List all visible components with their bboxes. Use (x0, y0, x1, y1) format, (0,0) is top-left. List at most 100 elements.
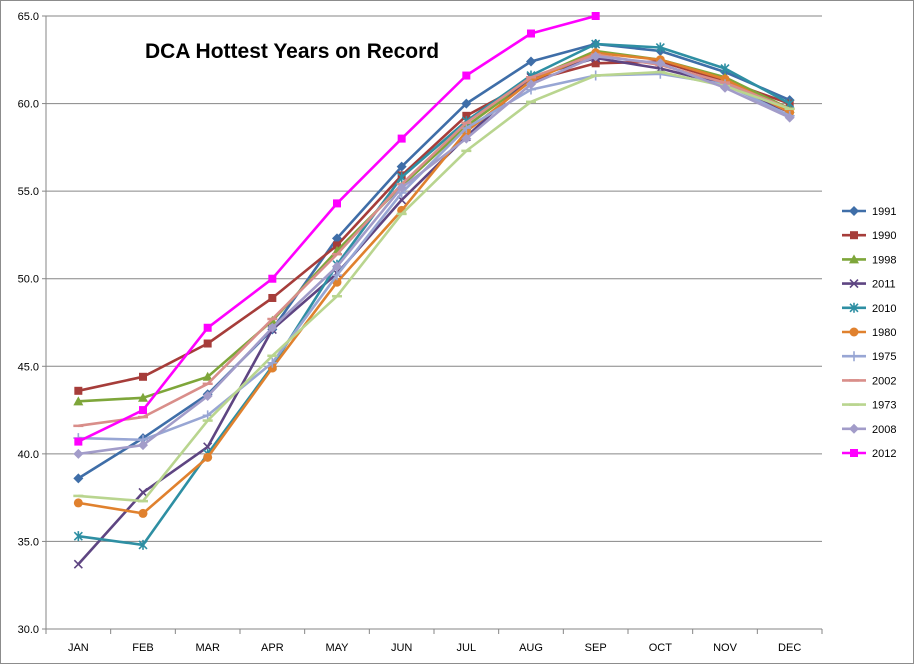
series-line-2010 (78, 42, 791, 547)
axes: 30.0 35.0 40.0 45.0 50.0 55.0 60.0 65.0 JAN FEB MA… (18, 11, 823, 654)
series-2008 (73, 51, 795, 459)
data-point-2012 (397, 134, 406, 143)
series-1973 (73, 70, 795, 503)
data-point-1998 (138, 392, 148, 402)
data-point-2008 (526, 79, 536, 90)
data-point-1991 (526, 56, 536, 67)
legend-item-1991: 1991 (842, 206, 896, 218)
data-point-2008 (267, 322, 278, 333)
data-point-1990 (268, 293, 277, 302)
series-line-1980 (78, 51, 791, 515)
data-point-1975 (461, 123, 472, 134)
x-tick-label: DEC (778, 642, 801, 654)
data-point-2010 (591, 39, 601, 50)
data-point-2012 (268, 274, 277, 283)
legend-label: 1973 (872, 400, 896, 412)
data-point-2011 (73, 559, 83, 569)
legend-item-2011: 2011 (842, 279, 896, 291)
data-point-2008 (73, 448, 84, 459)
data-point-2008 (461, 133, 472, 144)
legend-label: 2008 (872, 424, 896, 436)
legend-label: 2002 (872, 375, 896, 387)
x-tick-label: SEP (585, 642, 607, 654)
x-tick-label: MAY (325, 642, 349, 654)
data-point-2011 (138, 487, 148, 497)
chart-title: DCA Hottest Years on Record (145, 40, 439, 63)
legend-marker (850, 449, 858, 457)
data-point-1980 (138, 508, 148, 518)
data-point-1990 (203, 339, 212, 348)
x-tick-label: FEB (132, 642, 153, 654)
data-point-2008 (202, 391, 213, 402)
y-tick-label: 35.0 (18, 536, 39, 548)
legend-marker (849, 351, 859, 362)
data-point-2010 (397, 172, 407, 183)
y-tick-label: 65.0 (18, 11, 39, 23)
data-point-2010 (785, 98, 795, 109)
legend-item-2012: 2012 (842, 448, 896, 460)
x-tick-label: OCT (649, 642, 673, 654)
series-line-2008 (78, 55, 791, 456)
x-tick-label: APR (261, 642, 284, 654)
series-line-2011 (77, 56, 791, 566)
data-point-2012 (139, 406, 147, 415)
data-point-1975 (267, 357, 278, 368)
data-point-2012 (527, 29, 535, 38)
data-point-2010 (138, 539, 148, 550)
x-tick-label: NOV (713, 642, 738, 654)
data-point-2012 (591, 12, 600, 20)
legend-label: 1980 (872, 327, 896, 339)
legend-label: 2011 (872, 279, 896, 291)
data-point-1991 (396, 161, 407, 172)
legend-marker (849, 206, 859, 216)
legend-marker (849, 254, 859, 264)
legend-item-2008: 2008 (842, 423, 896, 436)
data-point-1990 (74, 386, 83, 395)
x-tick-label: AUG (519, 642, 543, 654)
legend-label: 2010 (872, 303, 896, 315)
data-point-1990 (591, 59, 600, 68)
data-point-2008 (138, 440, 148, 451)
series-line-1991 (77, 42, 791, 480)
legend-label: 1991 (872, 206, 896, 218)
data-point-2010 (720, 63, 730, 74)
y-tick-label: 45.0 (18, 361, 39, 373)
series-line-1973 (78, 70, 791, 503)
data-point-2008 (396, 182, 407, 193)
legend-item-2010: 2010 (842, 303, 896, 315)
x-tick-label: MAR (195, 642, 220, 654)
data-point-1990 (333, 241, 341, 250)
data-point-2008 (655, 58, 666, 69)
data-point-2008 (590, 51, 601, 62)
data-point-2012 (462, 71, 471, 80)
data-point-1975 (202, 410, 213, 421)
data-point-2010 (73, 531, 83, 542)
data-point-1998 (202, 371, 213, 381)
y-tick-label: 60.0 (18, 99, 39, 111)
data-point-1990 (462, 111, 471, 120)
legend-item-1990: 1990 (842, 230, 896, 242)
legend-marker (849, 279, 859, 289)
data-point-1990 (139, 372, 147, 381)
legend-item-1998: 1998 (842, 254, 896, 266)
data-point-2008 (332, 261, 342, 272)
legend-marker (849, 327, 859, 337)
data-point-1980 (73, 498, 83, 508)
legend-label: 1990 (872, 230, 896, 242)
legend-marker (849, 302, 859, 313)
data-point-1991 (73, 473, 84, 484)
legend-item-1980: 1980 (842, 327, 896, 339)
data-point-1980 (203, 452, 213, 462)
y-tick-label: 30.0 (18, 624, 39, 636)
series-line-1990 (78, 60, 791, 393)
series-lines (73, 12, 795, 569)
y-tick-label: 40.0 (18, 449, 39, 461)
x-tick-label: JAN (68, 642, 89, 654)
legend-marker (849, 423, 859, 434)
data-point-2012 (203, 323, 212, 332)
legend-item-1973: 1973 (842, 400, 896, 412)
x-tick-label: JUN (391, 642, 412, 654)
x-tick-label: JUL (457, 642, 477, 654)
